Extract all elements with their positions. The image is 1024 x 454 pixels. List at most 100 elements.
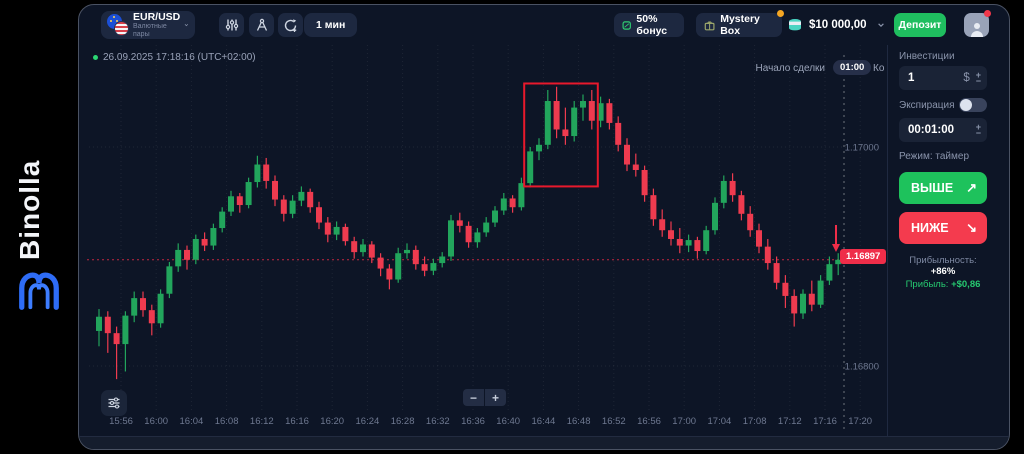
zoom-in-button[interactable]: + — [485, 389, 506, 406]
trade-panel: Инвестиции 1 $ + − Экспирация 00:01:00 + — [899, 47, 987, 290]
candle-body — [351, 241, 358, 253]
expiration-toggle[interactable] — [959, 98, 987, 112]
candle-body — [553, 101, 560, 130]
footer-bar — [79, 436, 1009, 449]
time-axis-label: 16:36 — [461, 416, 485, 427]
candle-body — [571, 107, 578, 137]
timeframe-label: 1 мин — [316, 19, 346, 31]
candle-body — [368, 244, 375, 258]
candle-body — [474, 232, 481, 243]
arrow-down-right-icon: ↘ — [966, 220, 977, 235]
candle-body — [536, 144, 542, 152]
chart-datetime: 26.09.2025 17:18:16 (UTC+02:00) — [93, 52, 256, 63]
candle-body — [817, 280, 824, 305]
candle-body — [104, 316, 111, 334]
candle-body — [175, 249, 182, 267]
brand-name: Binolla — [14, 159, 45, 260]
coins-icon — [789, 19, 801, 31]
candle-body — [791, 295, 798, 314]
candle-body — [430, 263, 437, 271]
drawing-tools-button[interactable] — [249, 13, 274, 37]
chart-settings-button[interactable] — [101, 390, 127, 416]
candle-body — [764, 246, 771, 264]
toggle-knob — [960, 99, 972, 111]
candle-body — [201, 238, 208, 246]
profitability-text: Прибыльность: +86% — [909, 255, 977, 277]
time-axis-label: 16:04 — [180, 416, 204, 427]
candle-body — [386, 268, 393, 280]
candle-body — [747, 213, 754, 231]
expiration-increment-button[interactable]: + — [975, 122, 981, 132]
panel-divider — [887, 45, 888, 445]
candle-body — [192, 238, 199, 260]
candle-body — [659, 219, 666, 231]
candle-body — [122, 315, 129, 345]
candle-body — [404, 249, 410, 254]
candle-body — [140, 298, 146, 311]
time-axis-label: 17:00 — [672, 416, 696, 427]
candle-body — [113, 333, 120, 345]
candle-body — [342, 226, 349, 242]
avatar[interactable] — [964, 10, 991, 37]
price-axis-label: 1.17000 — [845, 143, 879, 154]
expiration-input[interactable]: 00:01:00 + − — [899, 118, 987, 142]
time-axis-label: 16:20 — [320, 416, 344, 427]
time-axis-label: 16:12 — [250, 416, 274, 427]
profit-text: Прибыль: +$0,86 — [905, 279, 981, 290]
binolla-logo-icon — [16, 268, 62, 317]
candle-body — [500, 198, 507, 211]
investment-input[interactable]: 1 $ + − — [899, 66, 987, 90]
indicators-button[interactable] — [219, 13, 244, 37]
candle-body — [509, 198, 516, 208]
app-window: EUR/USD Валютные пары — [78, 4, 1010, 450]
candle-body — [694, 240, 701, 252]
investment-increment-button[interactable]: + — [975, 70, 981, 80]
time-axis-label: 16:52 — [602, 416, 626, 427]
candle-body — [307, 191, 314, 208]
candle-body — [298, 191, 305, 201]
balance-selector[interactable]: $10 000,00 — [787, 13, 885, 37]
indicators-icon — [225, 19, 238, 31]
bonus-gift-icon — [622, 20, 631, 30]
investment-value: 1 — [908, 72, 915, 84]
investment-decrement-button[interactable]: − — [975, 76, 981, 86]
live-dot-icon — [93, 55, 98, 60]
refresh-alert-icon — [284, 18, 297, 32]
candle-body — [738, 195, 745, 214]
alerts-button[interactable] — [278, 13, 303, 37]
candle-body — [800, 293, 806, 314]
expiration-stepper: + − — [975, 122, 981, 138]
trade-timer-badge: 01:00 — [833, 60, 872, 75]
candle-body — [668, 230, 674, 239]
candle-body — [280, 199, 287, 214]
candle-body — [219, 211, 226, 229]
time-axis-label: 16:00 — [144, 416, 168, 427]
higher-button[interactable]: ВЫШЕ ↗ — [899, 172, 987, 204]
candle-body — [483, 222, 490, 233]
timeframe-button[interactable]: 1 мин — [304, 13, 358, 37]
bonus-chip[interactable]: 50% бонус — [614, 13, 684, 37]
candlestick-chart[interactable]: 15:56 16:00 16:04 16:08 16:12 16:16 16:20 16:24… — [79, 5, 1010, 450]
expiration-label: Экспирация — [899, 99, 955, 111]
time-axis-label: 15:56 — [109, 416, 133, 427]
mystery-box-label: Mystery Box — [720, 13, 760, 37]
lower-button[interactable]: НИЖЕ ↘ — [899, 212, 987, 244]
candle-body — [685, 240, 692, 246]
candle-body — [360, 244, 366, 253]
candle-body — [826, 264, 833, 281]
candle-body — [421, 264, 428, 271]
symbol-selector[interactable]: EUR/USD Валютные пары — [101, 11, 195, 39]
candle-body — [228, 196, 234, 212]
zoom-out-button[interactable]: − — [463, 389, 484, 406]
candle-body — [562, 129, 569, 137]
deposit-button[interactable]: Депозит — [894, 13, 946, 37]
investment-label: Инвестиции — [899, 51, 955, 62]
candle-body — [166, 266, 173, 294]
mystery-box-chip[interactable]: Mystery Box — [696, 10, 784, 37]
candle-body — [184, 249, 190, 260]
candle-body — [641, 169, 648, 196]
expiration-decrement-button[interactable]: − — [975, 128, 981, 138]
chevron-down-icon — [184, 24, 189, 27]
arrow-up-right-icon: ↗ — [966, 180, 977, 195]
candle-body — [96, 316, 102, 331]
